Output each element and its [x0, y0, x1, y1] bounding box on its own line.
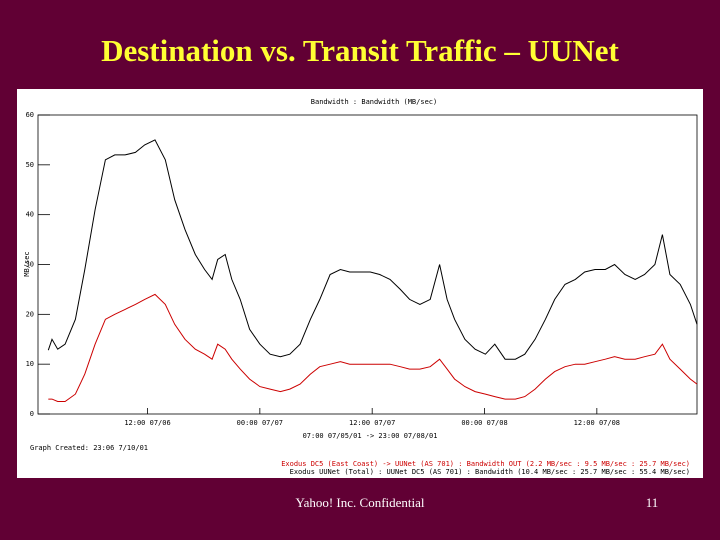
x-tick-label: 12:00 07/06: [124, 419, 170, 427]
series-line: [48, 293, 698, 402]
y-axis-label: MB/sec: [23, 251, 31, 276]
x-tick-label: 00:00 07/07: [237, 419, 283, 427]
series-line: [47, 139, 698, 360]
legend-entry: Exodus UUNet (Total) : UUNet DC5 (AS 701…: [290, 468, 690, 476]
y-tick-label: 50: [26, 161, 34, 169]
slide-title: Destination vs. Transit Traffic – UUNet: [101, 33, 619, 68]
y-tick-label: 0: [30, 410, 34, 418]
y-tick-label: 30: [26, 261, 34, 269]
legend-entry: Exodus DC5 (East Coast) -> UUNet (AS 701…: [281, 460, 690, 468]
y-tick-label: 20: [26, 310, 34, 318]
footer: Yahoo! Inc. Confidential: [295, 495, 424, 510]
x-tick-label: 00:00 07/08: [461, 419, 507, 427]
annotation: Graph Created: 23:06 7/10/01: [30, 444, 148, 452]
y-tick-label: 40: [26, 211, 34, 219]
y-tick-label: 60: [26, 111, 34, 119]
x-tick-label: 12:00 07/07: [349, 419, 395, 427]
y-tick-label: 10: [26, 360, 34, 368]
x-axis-label: 07:00 07/05/01 -> 23:00 07/08/01: [303, 432, 438, 440]
page-number: 11: [646, 495, 659, 510]
chart-title: Bandwidth : Bandwidth (MB/sec): [311, 98, 437, 106]
x-tick-label: 12:00 07/08: [574, 419, 620, 427]
